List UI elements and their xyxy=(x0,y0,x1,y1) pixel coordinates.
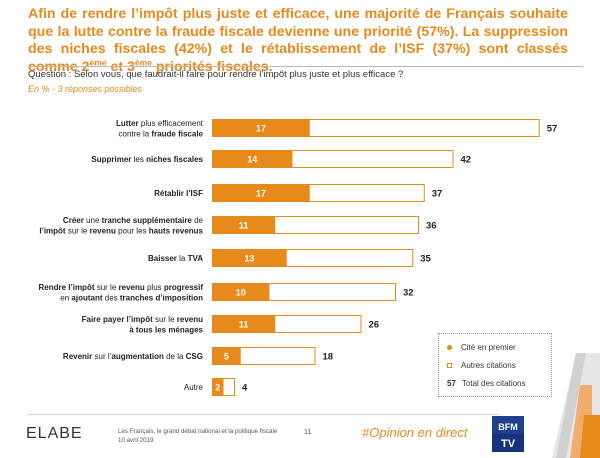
legend-item-first: Cité en premier xyxy=(447,343,516,352)
bfmtv-logo-bottom: TV xyxy=(501,438,516,450)
bar-first-label: 17 xyxy=(256,123,266,133)
category-label: Supprimer les niches fiscales xyxy=(91,155,203,164)
bar-total-label: 18 xyxy=(323,352,334,363)
category-label: Revenir sur l’augmentation de la CSG xyxy=(63,352,203,361)
hashtag: #Opinion en direct xyxy=(362,425,468,440)
bar-total-label: 32 xyxy=(403,288,414,299)
bar-first-label: 11 xyxy=(239,319,249,329)
bar-total-label: 36 xyxy=(426,221,437,232)
chart-legend: Cité en premier Autres citations 57 Tota… xyxy=(438,333,552,397)
footer-study-title: Les Français, le grand débat national et… xyxy=(118,428,278,435)
category-label: Créer une tranche supplémentaire de xyxy=(63,216,204,225)
legend-item-others: Autres citations xyxy=(447,361,516,370)
bar-first xyxy=(212,184,310,202)
filled-dot-icon xyxy=(447,345,452,350)
page-number: 11 xyxy=(304,429,312,436)
legend-total-number: 57 xyxy=(447,379,456,388)
bar-first xyxy=(212,283,270,301)
outline-square-icon xyxy=(447,363,452,368)
category-label: en ajoutant des tranches d’imposition xyxy=(60,293,203,302)
bar-first-label: 13 xyxy=(244,253,254,263)
bar-first-label: 2 xyxy=(215,382,220,392)
bar-total-label: 57 xyxy=(547,124,558,135)
bar-first xyxy=(212,150,293,168)
response-note: En % - 3 réponses possibles xyxy=(28,84,143,94)
category-label: à tous les ménages xyxy=(129,325,203,334)
category-label: l’impôt sur le revenu pour les hauts rev… xyxy=(39,226,203,235)
bfmtv-logo: BFM TV xyxy=(492,416,524,452)
category-label: Autre xyxy=(184,383,204,392)
bar-total-label: 42 xyxy=(461,155,472,166)
category-label: Baisser la TVA xyxy=(148,254,203,263)
bar-first xyxy=(212,347,241,365)
bar-first xyxy=(212,216,276,234)
category-label: contre la fraude fiscale xyxy=(119,129,204,138)
bar-total-label: 37 xyxy=(432,189,443,200)
footer-source: Les Français, le grand débat national et… xyxy=(118,427,277,445)
bar-first-label: 11 xyxy=(239,220,249,230)
decorative-a-shape xyxy=(552,353,600,458)
survey-question: Question : Selon vous, que faudrait-il f… xyxy=(28,69,404,80)
category-label: Lutter plus efficacement xyxy=(116,119,204,128)
bar-total-label: 4 xyxy=(242,383,248,394)
bfmtv-logo-top: BFM xyxy=(498,422,518,432)
category-label: Rendre l’impôt sur le revenu plus progre… xyxy=(38,283,203,292)
bar-first-label: 5 xyxy=(224,351,229,361)
bar-first-label: 14 xyxy=(247,154,257,164)
footer-date: 10 avril 2019 xyxy=(118,437,154,444)
bar-first xyxy=(212,378,224,396)
legend-item-total: 57 Total des citations xyxy=(447,379,526,388)
header-divider xyxy=(28,66,583,67)
bar-first-label: 10 xyxy=(236,287,246,297)
category-label: Rétablir l’ISF xyxy=(154,189,203,198)
legend-label-others: Autres citations xyxy=(461,361,516,370)
legend-label-total: Total des citations xyxy=(461,379,526,388)
elabe-logo: ELABE xyxy=(26,425,83,442)
legend-label-first: Cité en premier xyxy=(461,343,516,352)
bar-total-label: 26 xyxy=(369,320,380,331)
footer-divider xyxy=(28,414,498,415)
bar-first xyxy=(212,249,287,267)
bar-first-label: 17 xyxy=(256,188,266,198)
category-label: Faire payer l’impôt sur le revenu xyxy=(82,315,204,324)
bar-first xyxy=(212,315,276,333)
bar-total-label: 35 xyxy=(420,254,431,265)
bar-first xyxy=(212,119,310,137)
